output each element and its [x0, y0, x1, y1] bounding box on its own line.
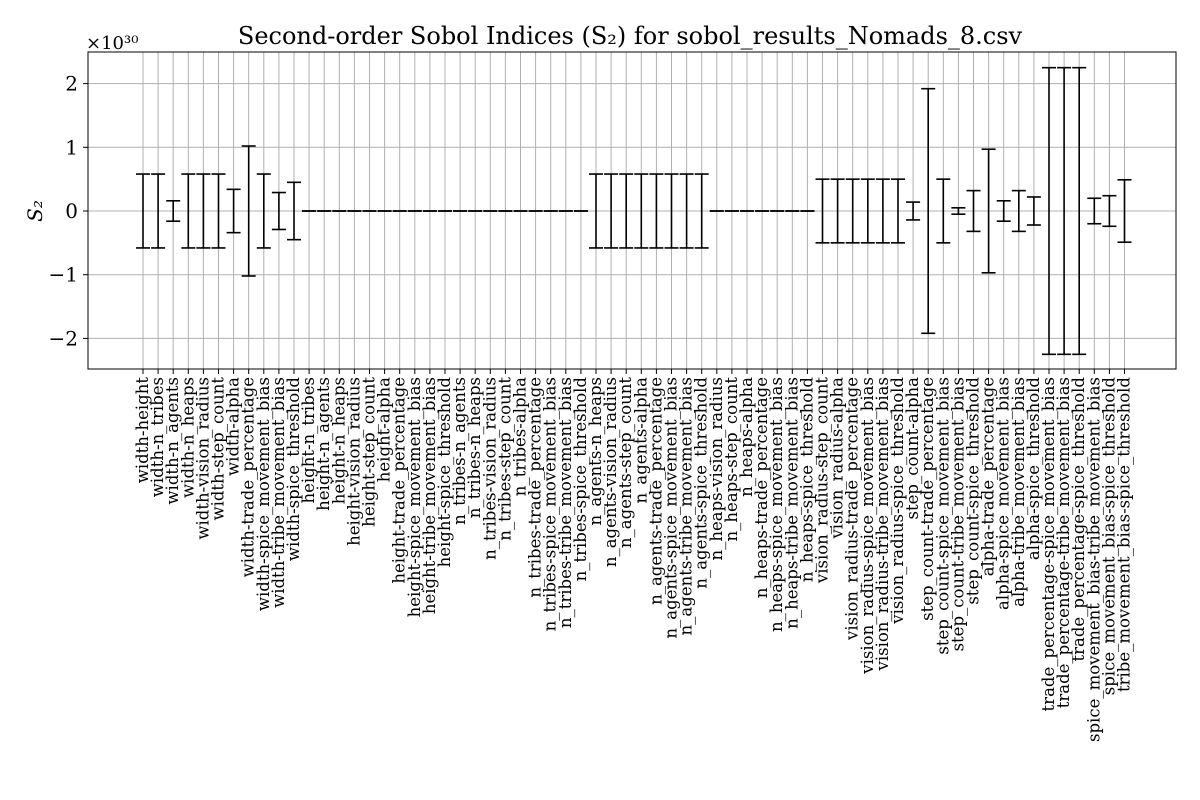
x-tick-label: width-tribe_movement_bias [269, 377, 288, 608]
x-tick-label: height-n_tribes [299, 377, 318, 504]
x-tick-label: step_count-tribe_movement_bias [948, 377, 967, 651]
x-tick-label: height-step_count [360, 377, 379, 527]
x-tick-label: width-spice_threshold [284, 377, 303, 562]
x-tick-label: n_tribes-trade_percentage [526, 377, 545, 598]
x-tick-label: width-height [133, 377, 152, 484]
x-tick-label: width-n_heaps [178, 377, 197, 498]
y-axis-label: S₂ [23, 200, 47, 222]
x-tick-label: n_agents-tribe_movement_bias [677, 377, 696, 635]
x-tick-label: height-n_agents [314, 377, 333, 511]
x-tick-label: trade_percentage-spice_movement_bias [1039, 377, 1058, 711]
x-tick-label: n_agents-spice_movement_bias [662, 377, 681, 639]
x-tick-label: n_heaps-tribe_movement_bias [782, 377, 801, 629]
x-tick-label: n_tribes-vision_radius [480, 377, 499, 560]
x-tick-label: height-vision_radius [344, 377, 363, 546]
x-tick-label: n_tribes-n_agents [450, 377, 469, 525]
x-tick-label: height-spice_threshold [435, 377, 454, 568]
y-tick-label: 2 [65, 72, 78, 96]
x-tick-label: trade_percentage-tribe_movement_bias [1054, 377, 1073, 708]
x-tick-label: vision_radius-spice_movement_bias [858, 377, 877, 675]
chart-title: Second-order Sobol Indices (S₂) for sobo… [238, 22, 1023, 50]
x-tick-label: width-alpha [224, 377, 243, 476]
x-tick-label: width-trade_percentage [239, 377, 258, 577]
x-tick-label: spice_movement_bias-spice_threshold [1099, 377, 1118, 696]
x-tick-label: n_tribes-alpha [511, 377, 530, 496]
x-tick-label: height-tribe_movement_bias [420, 377, 439, 614]
x-tick-label: width-spice_movement_bias [254, 377, 273, 611]
x-tick-label: alpha-spice_movement_bias [994, 377, 1013, 610]
x-tick-label: n_tribes-step_count [495, 377, 514, 541]
plot-frame [87, 51, 1177, 370]
x-tick-label: width-n_tribes [148, 377, 167, 497]
error-bars [136, 66, 1132, 356]
x-tick-label: n_heaps-spice_movement_bias [767, 377, 786, 632]
x-tick-label: width-vision_radius [193, 377, 212, 540]
x-tick-label: step_count-trade_percentage [918, 377, 937, 621]
x-tick-label: n_heaps-trade_percentage [752, 377, 771, 598]
x-tick-label: n_tribes-spice_movement_bias [541, 377, 560, 631]
x-tick-label: n_agents-vision_radius [601, 377, 620, 567]
x-tick-label: alpha-trade_percentage [979, 377, 998, 576]
x-tick-label: step_count-spice_threshold [964, 377, 983, 605]
x-tick-label: step_count-alpha [903, 377, 922, 520]
x-tick-label: height-n_heaps [329, 377, 348, 504]
x-tick-label: step_count-spice_movement_bias [933, 377, 952, 655]
x-tick-label: tribe_movement_bias-spice_threshold [1115, 377, 1134, 692]
x-tick-label: spice_movement_bias-tribe_movement_bias [1084, 377, 1103, 742]
y-tick-label: 1 [65, 135, 78, 159]
x-tick-label: n_agents-n_heaps [586, 377, 605, 525]
x-tick-label: n_agents-alpha [631, 377, 650, 504]
x-tick-label: trade_percentage-spice_threshold [1069, 377, 1088, 662]
x-axis-ticks: width-heightwidth-n_tribeswidth-n_agents… [133, 369, 1134, 742]
x-tick-label: n_tribes-tribe_movement_bias [556, 377, 575, 628]
y-tick-label: −2 [49, 326, 78, 350]
y-axis-ticks: −2 −1 0 1 2 [49, 72, 88, 350]
x-tick-label: alpha-spice_threshold [1024, 377, 1043, 560]
x-tick-label: n_agents-trade_percentage [646, 377, 665, 605]
x-tick-label: n_heaps-spice_threshold [797, 377, 816, 582]
x-tick-label: vision_radius-step_count [813, 377, 832, 584]
x-tick-label: height-trade_percentage [390, 377, 409, 584]
x-tick-label: vision_radius-alpha [828, 377, 847, 540]
x-tick-label: vision_radius-spice_threshold [888, 377, 907, 625]
x-tick-label: width-step_count [209, 377, 228, 521]
x-tick-label: height-alpha [375, 377, 394, 482]
x-tick-label: n_tribes-n_heaps [465, 377, 484, 518]
x-tick-label: vision_radius-trade_percentage [843, 377, 862, 641]
x-tick-label: n_tribes-spice_threshold [571, 377, 590, 582]
y-axis-multiplier: ×10³⁰ [86, 33, 138, 54]
y-tick-label: 0 [65, 199, 78, 223]
x-tick-label: n_heaps-alpha [737, 377, 756, 497]
x-tick-label: width-n_agents [163, 377, 182, 505]
x-tick-label: height-spice_movement_bias [405, 377, 424, 617]
x-tick-label: alpha-tribe_movement_bias [1009, 377, 1028, 607]
grid [88, 52, 1176, 369]
y-tick-label: −1 [49, 263, 78, 287]
x-tick-label: n_agents-spice_threshold [692, 377, 711, 589]
x-tick-label: n_heaps-step_count [722, 377, 741, 542]
x-tick-label: n_agents-step_count [616, 377, 635, 548]
x-tick-label: n_heaps-vision_radius [707, 377, 726, 561]
x-tick-label: vision_radius-tribe_movement_bias [873, 377, 892, 672]
